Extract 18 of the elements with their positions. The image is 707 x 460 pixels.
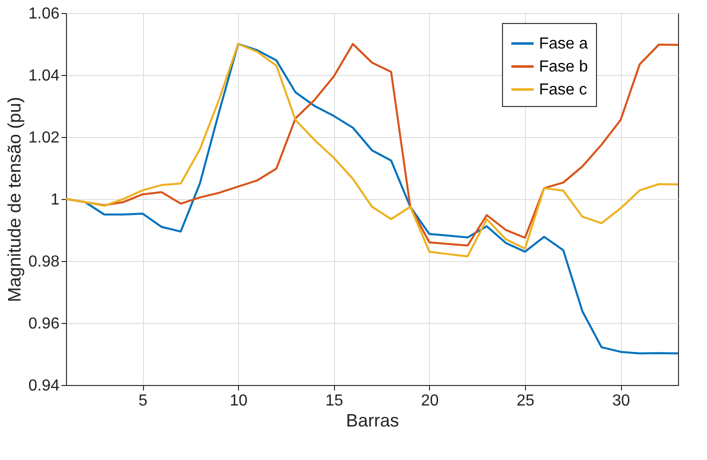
x-tick-label: 20	[420, 392, 439, 410]
y-tick-label: 0.96	[28, 316, 60, 332]
y-tick-label: 0.94	[28, 378, 60, 394]
legend-label: Fase b	[539, 58, 588, 76]
x-axis-title: Barras	[346, 410, 400, 430]
x-tick-label: 15	[325, 392, 344, 410]
y-tick-label: 1.02	[28, 130, 60, 146]
y-tick-label: 0.98	[28, 254, 60, 270]
x-tick-label: 10	[230, 392, 248, 410]
y-tick-label: 1	[50, 192, 60, 208]
y-tick-label: 1.06	[28, 6, 60, 22]
x-tick-label: 5	[138, 392, 148, 410]
x-tick-label: 30	[612, 392, 630, 410]
y-axis-title: Magnitude de tensão (pu)	[4, 96, 24, 302]
y-tick-label: 1.04	[28, 68, 60, 84]
x-tick-label: 25	[516, 392, 534, 410]
legend-label: Fase a	[539, 36, 588, 52]
legend-label: Fase c	[539, 82, 588, 98]
